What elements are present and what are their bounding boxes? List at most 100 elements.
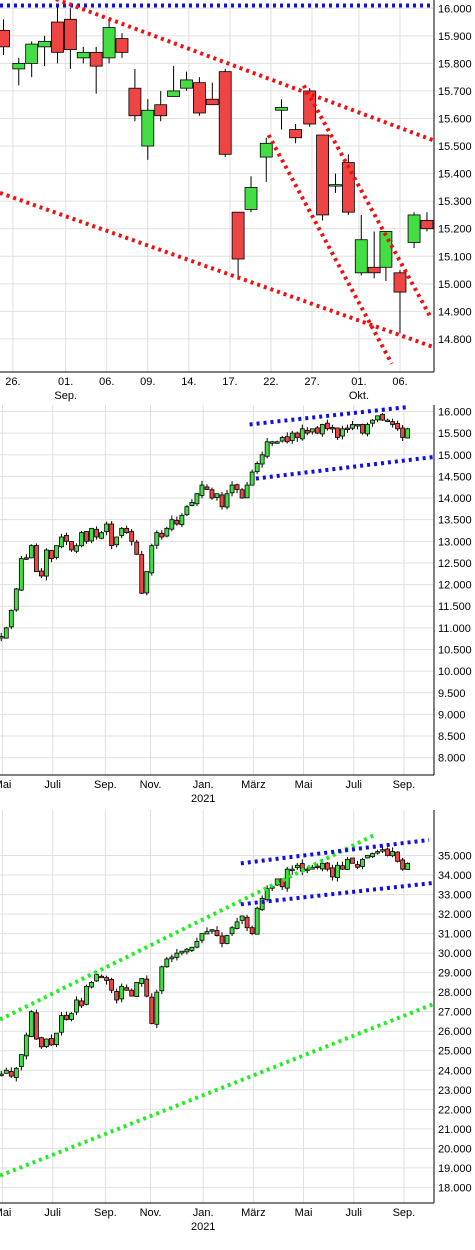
y-tick-label: 15.400 bbox=[438, 169, 472, 181]
y-tick-label: 15.900 bbox=[438, 31, 472, 43]
x-tick-sublabel: Okt. bbox=[349, 390, 369, 402]
candle-down bbox=[329, 867, 335, 878]
x-tick-label: März bbox=[241, 779, 265, 791]
candle-up bbox=[244, 186, 258, 210]
candle-down bbox=[124, 528, 130, 534]
candle-down bbox=[149, 996, 155, 1024]
candle-down bbox=[79, 1000, 84, 1007]
candle-up bbox=[275, 107, 288, 111]
trendline-red bbox=[302, 84, 433, 318]
candle-down bbox=[249, 927, 255, 935]
candle-up bbox=[309, 428, 315, 433]
candle-up bbox=[18, 1054, 24, 1067]
y-tick-label: 11.500 bbox=[438, 601, 471, 613]
x-tick-label: Juli bbox=[44, 779, 61, 791]
candle-up bbox=[167, 90, 181, 97]
candle-up bbox=[119, 985, 125, 1000]
candle-up bbox=[154, 991, 160, 1025]
y-tick-label: 32.000 bbox=[438, 909, 472, 921]
candle-up bbox=[405, 862, 411, 870]
candle-down bbox=[134, 541, 140, 555]
candle-down bbox=[33, 545, 39, 573]
candle-down bbox=[244, 916, 250, 929]
candle-down bbox=[400, 427, 406, 438]
candle-up bbox=[74, 545, 79, 552]
candle-down bbox=[284, 436, 290, 443]
candle-up bbox=[375, 415, 380, 421]
candle-up bbox=[179, 514, 185, 526]
trendlines bbox=[249, 405, 435, 481]
candle-down bbox=[420, 220, 434, 230]
y-tick-label: 24.000 bbox=[438, 1065, 472, 1077]
candle-up bbox=[234, 921, 240, 929]
candle-down bbox=[355, 864, 360, 868]
trendline-blue bbox=[255, 454, 435, 481]
candle-up bbox=[12, 62, 26, 70]
candle-up bbox=[169, 956, 175, 960]
y-tick-label: 21.000 bbox=[438, 1124, 472, 1136]
candle-up bbox=[114, 536, 120, 546]
candle-up bbox=[259, 454, 265, 465]
candle-up bbox=[179, 950, 185, 954]
candle-down bbox=[341, 162, 355, 213]
candle-up bbox=[194, 493, 200, 505]
candle-up bbox=[224, 935, 230, 944]
candle-up bbox=[59, 536, 64, 548]
candles bbox=[0, 413, 411, 642]
x-tick-label: 09. bbox=[140, 376, 155, 388]
candle-up bbox=[355, 424, 360, 427]
candle-up bbox=[28, 545, 34, 559]
candle-down bbox=[304, 429, 310, 434]
candle-up bbox=[259, 142, 273, 158]
candle-up bbox=[229, 927, 235, 935]
y-tick-label: 14.500 bbox=[438, 471, 472, 483]
candle-up bbox=[13, 588, 19, 611]
candle-down bbox=[219, 935, 225, 944]
candle-down bbox=[128, 87, 142, 117]
candle-up bbox=[0, 1073, 4, 1077]
candle-up bbox=[119, 527, 125, 536]
candle-up bbox=[184, 506, 190, 516]
candle-up bbox=[59, 1015, 64, 1033]
candle-down bbox=[84, 531, 89, 542]
x-tick-label: 06. bbox=[392, 376, 407, 388]
candle-down bbox=[94, 528, 99, 538]
candle-up bbox=[164, 958, 170, 968]
candle-up bbox=[239, 915, 245, 921]
y-tick-label: 10.500 bbox=[438, 645, 472, 657]
candle-up bbox=[169, 519, 175, 530]
candle-down bbox=[63, 18, 77, 51]
candle-down bbox=[324, 862, 330, 870]
trendlines bbox=[0, 0, 435, 365]
candle-down bbox=[367, 266, 381, 274]
trendline-green bbox=[0, 1002, 435, 1178]
candle-down bbox=[395, 423, 401, 430]
x-tick-label: Mai bbox=[295, 1207, 313, 1219]
x-tick-label: Sep. bbox=[393, 779, 416, 791]
candles bbox=[0, 5, 434, 334]
y-tick-label: 13.000 bbox=[438, 536, 472, 548]
candles bbox=[0, 845, 411, 1082]
candle-down bbox=[219, 494, 225, 508]
x-tick-label: Mai bbox=[295, 779, 313, 791]
candle-up bbox=[154, 532, 160, 546]
candle-down bbox=[324, 422, 330, 430]
y-tick-label: 33.000 bbox=[438, 890, 472, 902]
candle-down bbox=[129, 531, 135, 542]
candle-up bbox=[74, 999, 79, 1013]
y-tick-label: 14.000 bbox=[438, 493, 472, 505]
candle-down bbox=[239, 489, 245, 499]
candle-down bbox=[395, 851, 401, 862]
y-tick-label: 20.000 bbox=[438, 1143, 472, 1155]
y-tick-label: 34.000 bbox=[438, 870, 472, 882]
y-tick-label: 15.700 bbox=[438, 86, 472, 98]
x-tick-label: Juli bbox=[345, 779, 362, 791]
candle-up bbox=[194, 941, 200, 948]
y-tick-label: 31.000 bbox=[438, 929, 472, 941]
candle-up bbox=[214, 493, 220, 498]
x-tick-label: Mai bbox=[0, 1207, 11, 1219]
y-tick-label: 9.000 bbox=[438, 709, 466, 721]
grid bbox=[0, 810, 434, 1203]
candle-down bbox=[49, 1038, 54, 1046]
y-tick-label: 15.600 bbox=[438, 113, 472, 125]
